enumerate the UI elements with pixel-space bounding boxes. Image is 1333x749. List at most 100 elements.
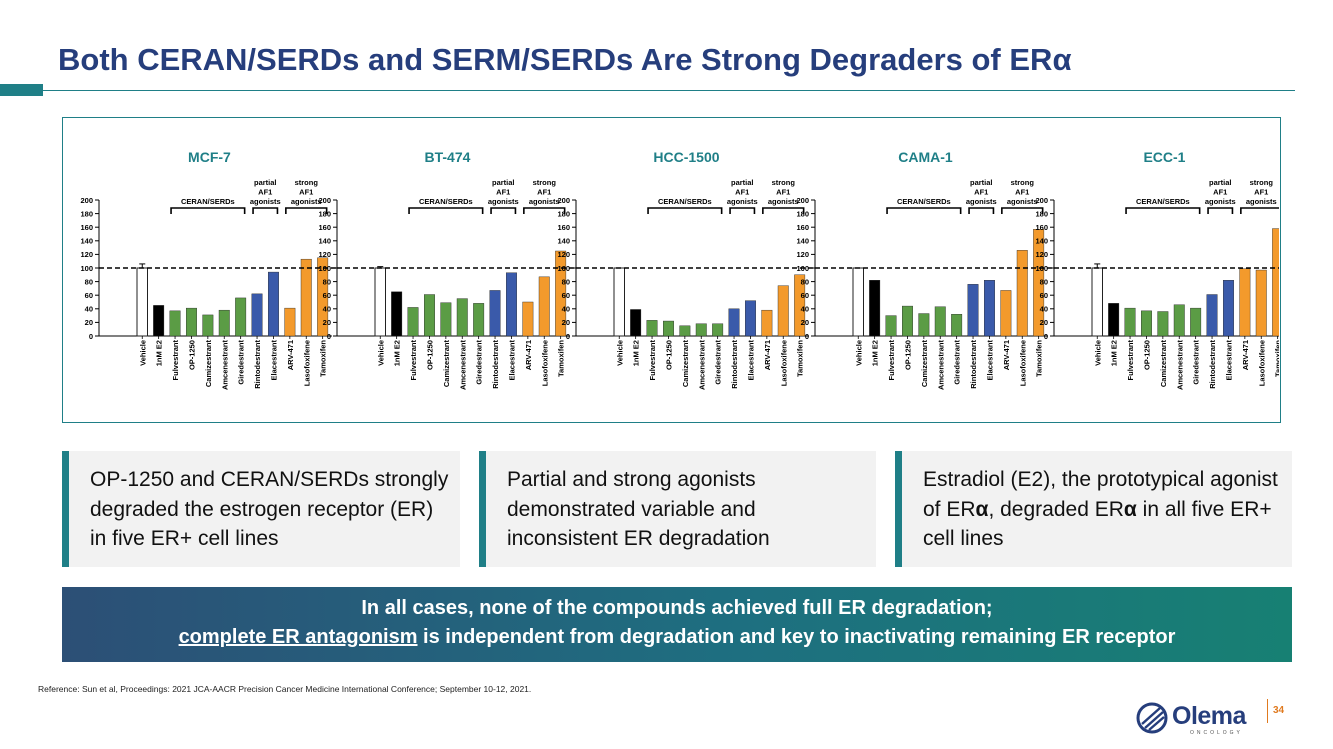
logo-wordmark: Olema <box>1172 702 1246 730</box>
bar-lasofoxifene <box>777 285 789 337</box>
group-label: agonists <box>488 197 519 206</box>
bar-elacestrant <box>745 300 756 337</box>
y-tick-label: 100 <box>318 264 331 273</box>
x-tick-label: Camizestrant <box>920 340 929 388</box>
bar-amcenestrant <box>218 309 230 337</box>
bar-elacestrant <box>506 272 517 337</box>
group-bracket <box>408 207 484 214</box>
x-tick-label: Vehicle <box>1093 340 1102 366</box>
bar-giredestrant <box>473 303 485 337</box>
group-label: AF1 <box>776 188 790 197</box>
y-tick-label: 140 <box>1035 237 1048 246</box>
bar-vehicle <box>374 267 386 337</box>
bar-elacestrant <box>984 280 995 337</box>
group-bracket <box>729 207 756 214</box>
bar-fulvestrant <box>885 315 897 337</box>
x-tick-label: Fulvestrant <box>171 340 180 381</box>
group-label: AF1 <box>974 188 988 197</box>
box-accent <box>895 451 902 567</box>
bar-fulvestrant <box>646 320 658 337</box>
bar-op-1250 <box>185 307 197 337</box>
group-label: agonists <box>1205 197 1236 206</box>
x-tick-label: Amcenestrant <box>1175 340 1184 391</box>
bar-amcenestrant <box>934 306 946 337</box>
x-tick-label: Fulvestrant <box>887 340 896 381</box>
y-tick-label: 60 <box>85 291 93 300</box>
y-tick-label: 60 <box>323 291 331 300</box>
y-tick-label: 20 <box>1040 318 1048 327</box>
banner-line-1: In all cases, none of the compounds achi… <box>361 597 993 619</box>
conclusion-banner: In all cases, none of the compounds achi… <box>62 587 1292 662</box>
y-tick-label: 20 <box>562 318 570 327</box>
x-tick-label: Lasofoxifene <box>779 340 788 386</box>
bar-lasofoxifene <box>538 276 550 337</box>
y-tick-label: 200 <box>1035 196 1048 205</box>
box-accent <box>62 451 69 567</box>
box-accent <box>479 451 486 567</box>
bar-lasofoxifene <box>1016 250 1028 337</box>
y-tick-label: 80 <box>323 277 331 286</box>
group-label: partial <box>1209 178 1232 187</box>
y-tick-label: 80 <box>85 277 93 286</box>
bar-arv-471 <box>284 307 296 337</box>
y-tick-label: 100 <box>1035 264 1048 273</box>
group-label: strong <box>1011 178 1035 187</box>
x-tick-label: Vehicle <box>615 340 624 366</box>
x-tick-label: Elacestrant <box>1224 339 1233 380</box>
y-tick-label: 20 <box>85 318 93 327</box>
y-tick-label: 0 <box>805 332 809 341</box>
bar-rintodestrant <box>1206 294 1218 337</box>
y-tick-label: 20 <box>323 318 331 327</box>
x-tick-label: Rintodestrant <box>1208 339 1217 388</box>
group-label: CERAN/SERDs <box>181 197 235 206</box>
takeaway-text-2: Partial and strong agonists demonstrated… <box>507 468 770 550</box>
y-tick-label: 120 <box>796 250 809 259</box>
y-tick-label: 0 <box>1044 332 1048 341</box>
bar-amcenestrant <box>456 298 468 337</box>
y-tick-label: 200 <box>796 196 809 205</box>
bar-fulvestrant <box>1124 307 1136 337</box>
takeaway-text-3: Estradiol (E2), the prototypical agonist… <box>923 468 1278 550</box>
bar-giredestrant <box>712 323 724 337</box>
title-divider <box>43 90 1295 91</box>
y-tick-label: 180 <box>557 209 570 218</box>
x-tick-label: Lasofoxifene <box>1018 340 1027 386</box>
x-tick-label: Tamoxifen <box>557 340 566 377</box>
bar-amcenestrant <box>1173 304 1185 337</box>
bar-giredestrant <box>951 314 963 337</box>
y-tick-label: 80 <box>801 277 809 286</box>
x-tick-label: 1nM E2 <box>871 340 880 366</box>
y-tick-label: 60 <box>801 291 809 300</box>
x-tick-label: ARV-471 <box>1002 340 1011 370</box>
x-tick-label: Rintodestrant <box>969 339 978 388</box>
chart-title: HCC-1500 <box>653 149 719 165</box>
x-tick-label: OP-1250 <box>664 340 673 370</box>
group-label: agonists <box>529 197 560 206</box>
group-bracket <box>252 207 279 214</box>
logo-subtitle: ONCOLOGY <box>1190 730 1243 736</box>
group-bracket <box>1125 207 1201 214</box>
group-bracket <box>762 207 805 214</box>
y-tick-label: 40 <box>562 305 570 314</box>
y-tick-label: 60 <box>1040 291 1048 300</box>
x-tick-label: Giredestrant <box>237 340 246 385</box>
x-tick-label: Vehicle <box>138 340 147 366</box>
bar-arv-471 <box>1239 268 1251 337</box>
x-tick-label: 1nM E2 <box>1110 340 1119 366</box>
y-tick-label: 120 <box>80 250 93 259</box>
group-label: AF1 <box>735 188 749 197</box>
y-tick-label: 20 <box>801 318 809 327</box>
bar-op-1250 <box>902 305 913 337</box>
bar-vehicle <box>852 267 864 337</box>
y-tick-label: 140 <box>80 237 93 246</box>
bar-giredestrant <box>1190 307 1202 337</box>
x-tick-label: Vehicle <box>854 340 863 366</box>
x-tick-label: Camizestrant <box>681 340 690 388</box>
page-number: 34 <box>1273 705 1285 716</box>
x-tick-label: Amcenestrant <box>697 340 706 391</box>
group-label: agonists <box>1007 197 1038 206</box>
x-tick-label: Giredestrant <box>475 340 484 385</box>
group-bracket <box>886 207 962 214</box>
bar-tamoxifen <box>1272 228 1279 337</box>
y-tick-label: 120 <box>557 250 570 259</box>
